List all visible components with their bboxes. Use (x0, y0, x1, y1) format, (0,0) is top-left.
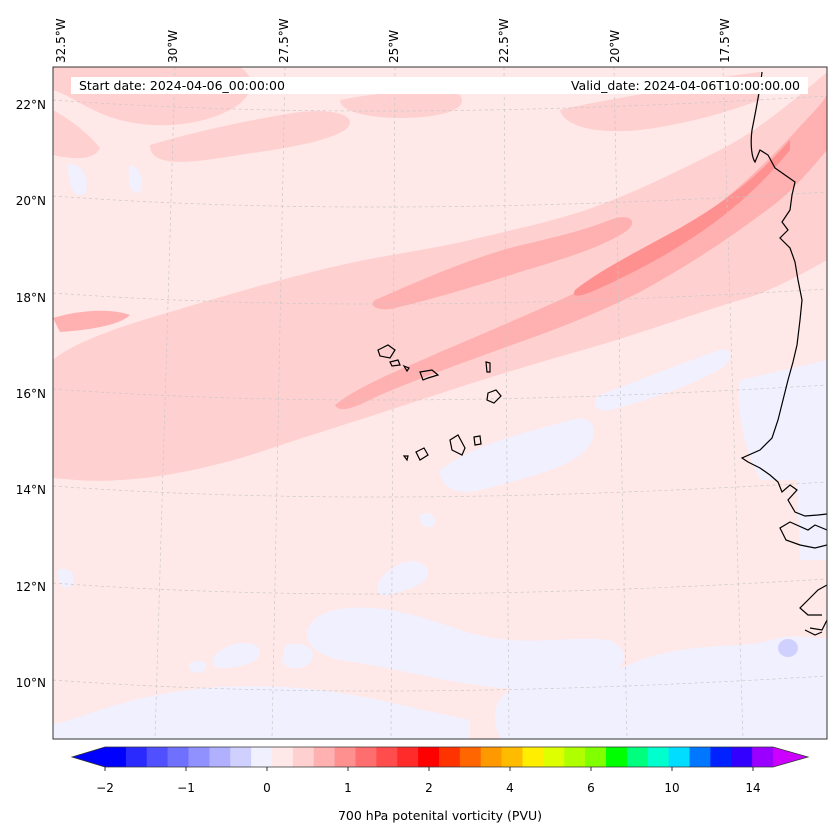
colorbar-segment (230, 747, 252, 767)
pv-band-level-2 (53, 92, 827, 410)
latitude-label: 20°N (15, 194, 46, 208)
colorbar-segment (501, 747, 523, 767)
valid-date-label: Valid_date: 2024-04-06T10:00:00.00 (570, 78, 800, 93)
map-frame (52, 66, 828, 740)
colorbar-segment (564, 747, 586, 767)
longitude-label: 25°W (387, 29, 401, 63)
start-date-label: Start date: 2024-04-06_00:00:00 (79, 78, 285, 93)
colorbar-segment (689, 747, 711, 767)
latitude-label: 14°N (15, 483, 46, 497)
colorbar-segment (418, 747, 440, 767)
colorbar-segment (188, 747, 210, 767)
colorbar-tick-label: 4 (506, 781, 514, 795)
colorbar-tick-label: 14 (745, 781, 761, 795)
colorbar-tick-label: 10 (664, 781, 680, 795)
colorbar-segment (209, 747, 231, 767)
africa-coastline (740, 71, 827, 636)
gridlines (53, 67, 827, 739)
colorbar-segment (125, 747, 148, 767)
colorbar-title: 700 hPa potenital vorticity (PVU) (337, 808, 543, 823)
latitude-label: 22°N (15, 98, 46, 112)
date-banner: Start date: 2024-04-06_00:00:00 Valid_da… (71, 77, 808, 94)
colorbar-segment (292, 747, 315, 767)
colorbar-segment (459, 747, 482, 767)
longitude-label: 20°W (608, 29, 622, 63)
colorbar-segment (522, 747, 544, 767)
longitude-label: 17.5°W (718, 18, 732, 63)
latitude-label: 18°N (15, 291, 46, 305)
colorbar-segment (710, 747, 732, 767)
colorbar-segment (626, 747, 649, 767)
pv-band-level-3 (574, 140, 790, 296)
colorbar-segment (752, 747, 774, 767)
longitude-label: 32.5°W (54, 18, 68, 63)
colorbar-tick-label: −1 (177, 781, 195, 795)
colorbar-segment (313, 747, 336, 767)
colorbar-segment (376, 747, 398, 767)
longitude-label: 30°W (166, 29, 180, 63)
latitude-label: 10°N (15, 676, 46, 690)
colorbar-tick-label: 1 (344, 781, 352, 795)
colorbar-tick-label: 0 (263, 781, 271, 795)
cape-verde-islands (377, 344, 502, 462)
colorbar-segment (647, 747, 670, 767)
pv-negative-spot (778, 639, 798, 657)
colorbar-segment (439, 747, 461, 767)
colorbar (70, 746, 810, 771)
colorbar-segment (543, 747, 565, 767)
colorbar-segment (272, 747, 294, 767)
colorbar-segment (480, 747, 503, 767)
colorbar-segment (146, 747, 169, 767)
longitude-label: 22.5°W (497, 18, 511, 63)
colorbar-segment (105, 747, 127, 767)
colorbar-segment (251, 747, 273, 767)
colorbar-segment (355, 747, 377, 767)
colorbar-segment (167, 747, 189, 767)
colorbar-segment (731, 747, 753, 767)
colorbar-tick-label: 2 (425, 781, 433, 795)
colorbar-over-extension (773, 747, 808, 767)
map-area (53, 67, 827, 739)
colorbar-tick-label: −2 (96, 781, 114, 795)
colorbar-under-extension (72, 747, 105, 767)
latitude-label: 12°N (15, 580, 46, 594)
longitude-label: 27.5°W (277, 18, 291, 63)
colorbar-segment (585, 747, 607, 767)
colorbar-segment (606, 747, 628, 767)
colorbar-tick-label: 6 (587, 781, 595, 795)
colorbar-segment (397, 747, 419, 767)
latitude-label: 16°N (15, 387, 46, 401)
colorbar-segment (334, 747, 356, 767)
colorbar-segment (668, 747, 690, 767)
